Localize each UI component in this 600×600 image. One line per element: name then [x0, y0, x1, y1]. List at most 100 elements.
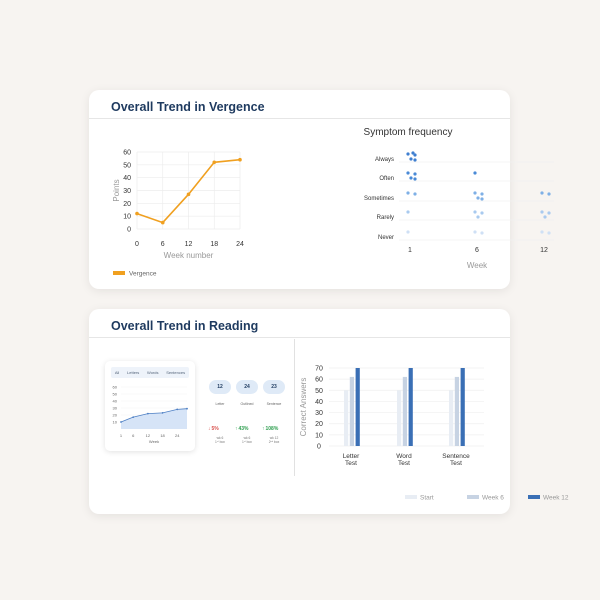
card-divider	[89, 337, 510, 338]
scatter-point	[406, 152, 410, 156]
y-tick-label: 50	[123, 162, 131, 169]
x-tick-label: 1	[120, 433, 123, 438]
stat-value-pill: 12	[209, 380, 231, 394]
arrow-up-icon: ↑	[235, 426, 238, 432]
scatter-point	[543, 215, 547, 219]
arrow-down-icon: ↓	[208, 426, 211, 432]
reading-trend-widget: All Letters Words Sentences 60 50 40 30 20 10…	[105, 361, 195, 451]
scatter-point	[413, 192, 417, 196]
scatter-point	[480, 192, 484, 196]
reading-card: Overall Trend in Reading All Letters Wor…	[89, 309, 569, 514]
mini-trend-chart: 60 50 40 30 20 10 1 6 12 18 24 Week	[113, 384, 188, 444]
legend-label: Vergence	[129, 271, 157, 278]
y-axis-label: Points	[112, 179, 121, 201]
x-tick-label: 12	[185, 241, 193, 248]
x-axis-label: Week	[467, 261, 488, 270]
y-category-label: Never	[378, 235, 394, 241]
x-tick-label: 24	[236, 241, 244, 248]
scatter-point	[476, 215, 480, 219]
stat-label: Outlined	[240, 402, 254, 406]
y-category-label: Rarely	[377, 215, 394, 221]
scatter-point	[473, 230, 477, 234]
scatter-point	[480, 231, 484, 235]
data-point	[160, 220, 165, 225]
stat-label: Sentence	[266, 402, 282, 406]
bar-week-6	[402, 376, 407, 446]
trend-area	[121, 408, 187, 429]
scatter-point	[476, 196, 480, 200]
legend-label: Week 6	[482, 495, 504, 502]
card-divider	[89, 118, 510, 119]
y-tick-label: 30	[113, 405, 118, 410]
x-category-label: Sentence	[442, 453, 470, 460]
scatter-point	[409, 157, 413, 161]
y-tick-label: 20	[123, 201, 131, 208]
tab-letters[interactable]: Letters	[127, 370, 140, 375]
tab-all[interactable]: All	[114, 370, 120, 375]
legend-label: Start	[420, 495, 434, 502]
y-category-label: Always	[375, 157, 394, 163]
bar-week-12	[408, 368, 413, 446]
legend-swatch	[113, 271, 125, 275]
y-tick-label: 40	[113, 398, 118, 403]
stat-delta-sub: wk 6 1ˢᵗ box	[236, 436, 258, 444]
stat-delta: ↓5%	[208, 426, 219, 432]
bar-week-6	[454, 376, 459, 446]
x-category-label: Test	[345, 460, 357, 467]
tab-sentences[interactable]: Sentences	[166, 370, 186, 375]
stat-delta-value: 5%	[211, 426, 219, 432]
y-tick-label: 0	[317, 444, 321, 451]
scatter-point	[547, 192, 551, 196]
data-point	[120, 421, 122, 423]
bar-start	[344, 390, 349, 446]
scatter-point	[413, 172, 417, 176]
legend-swatch	[405, 495, 417, 499]
data-point	[176, 408, 179, 411]
y-tick-label: 60	[315, 377, 323, 384]
vergence-card: Overall Trend in Vergence 0 10 20 30 40 50 60 0…	[89, 90, 554, 289]
x-tick-label: 18	[160, 433, 165, 438]
x-tick-label: 6	[132, 433, 135, 438]
scatter-point	[480, 197, 484, 201]
y-tick-label: 60	[123, 150, 131, 157]
x-tick-label: 24	[175, 433, 180, 438]
bar-start	[397, 390, 402, 446]
vergence-card-title: Overall Trend in Vergence	[111, 100, 265, 114]
chart-title: Symptom frequency	[364, 127, 453, 138]
data-point	[238, 157, 242, 162]
x-tick-label: 0	[135, 241, 139, 248]
scatter-point	[480, 211, 484, 215]
y-tick-label: 20	[315, 421, 323, 428]
stat-delta-value: 108%	[265, 426, 279, 432]
reading-card-title: Overall Trend in Reading	[111, 319, 259, 333]
x-tick-label: 18	[210, 241, 218, 248]
scatter-point	[473, 171, 477, 175]
reading-tabs[interactable]: All Letters Words Sentences	[111, 367, 189, 378]
stat-sub2: 1ˢᵗ box	[215, 440, 225, 444]
tab-words[interactable]: Words	[146, 370, 159, 375]
stat-delta-sub: wk 12 2ⁿᵈ box	[263, 436, 285, 444]
scatter-point	[413, 153, 417, 157]
legend-swatch	[528, 495, 540, 499]
bar-week-6	[349, 376, 354, 446]
y-tick-label: 40	[315, 399, 323, 406]
y-tick-label: 30	[123, 188, 131, 195]
stat-sub1: wk 6	[216, 436, 224, 440]
stat-sub1: wk 6	[243, 436, 251, 440]
legend-swatch	[467, 495, 479, 499]
vergence-line-chart: 0 10 20 30 40 50 60 0 6 12 18 24 Points Week number Ve…	[112, 150, 244, 278]
x-category-label: Letter	[343, 453, 360, 460]
data-point	[146, 412, 149, 415]
scatter-point	[413, 158, 417, 162]
legend-label: Week 12	[543, 495, 569, 502]
scatter-point	[473, 210, 477, 214]
x-category-label: Word	[396, 453, 412, 460]
x-axis-label: Week number	[164, 251, 214, 260]
scatter-point	[406, 230, 410, 234]
stat-value-pill: 23	[263, 380, 285, 394]
y-tick-label: 50	[315, 388, 323, 395]
vertical-divider	[294, 339, 295, 476]
scatter-point	[406, 210, 410, 214]
scatter-point	[473, 191, 477, 195]
